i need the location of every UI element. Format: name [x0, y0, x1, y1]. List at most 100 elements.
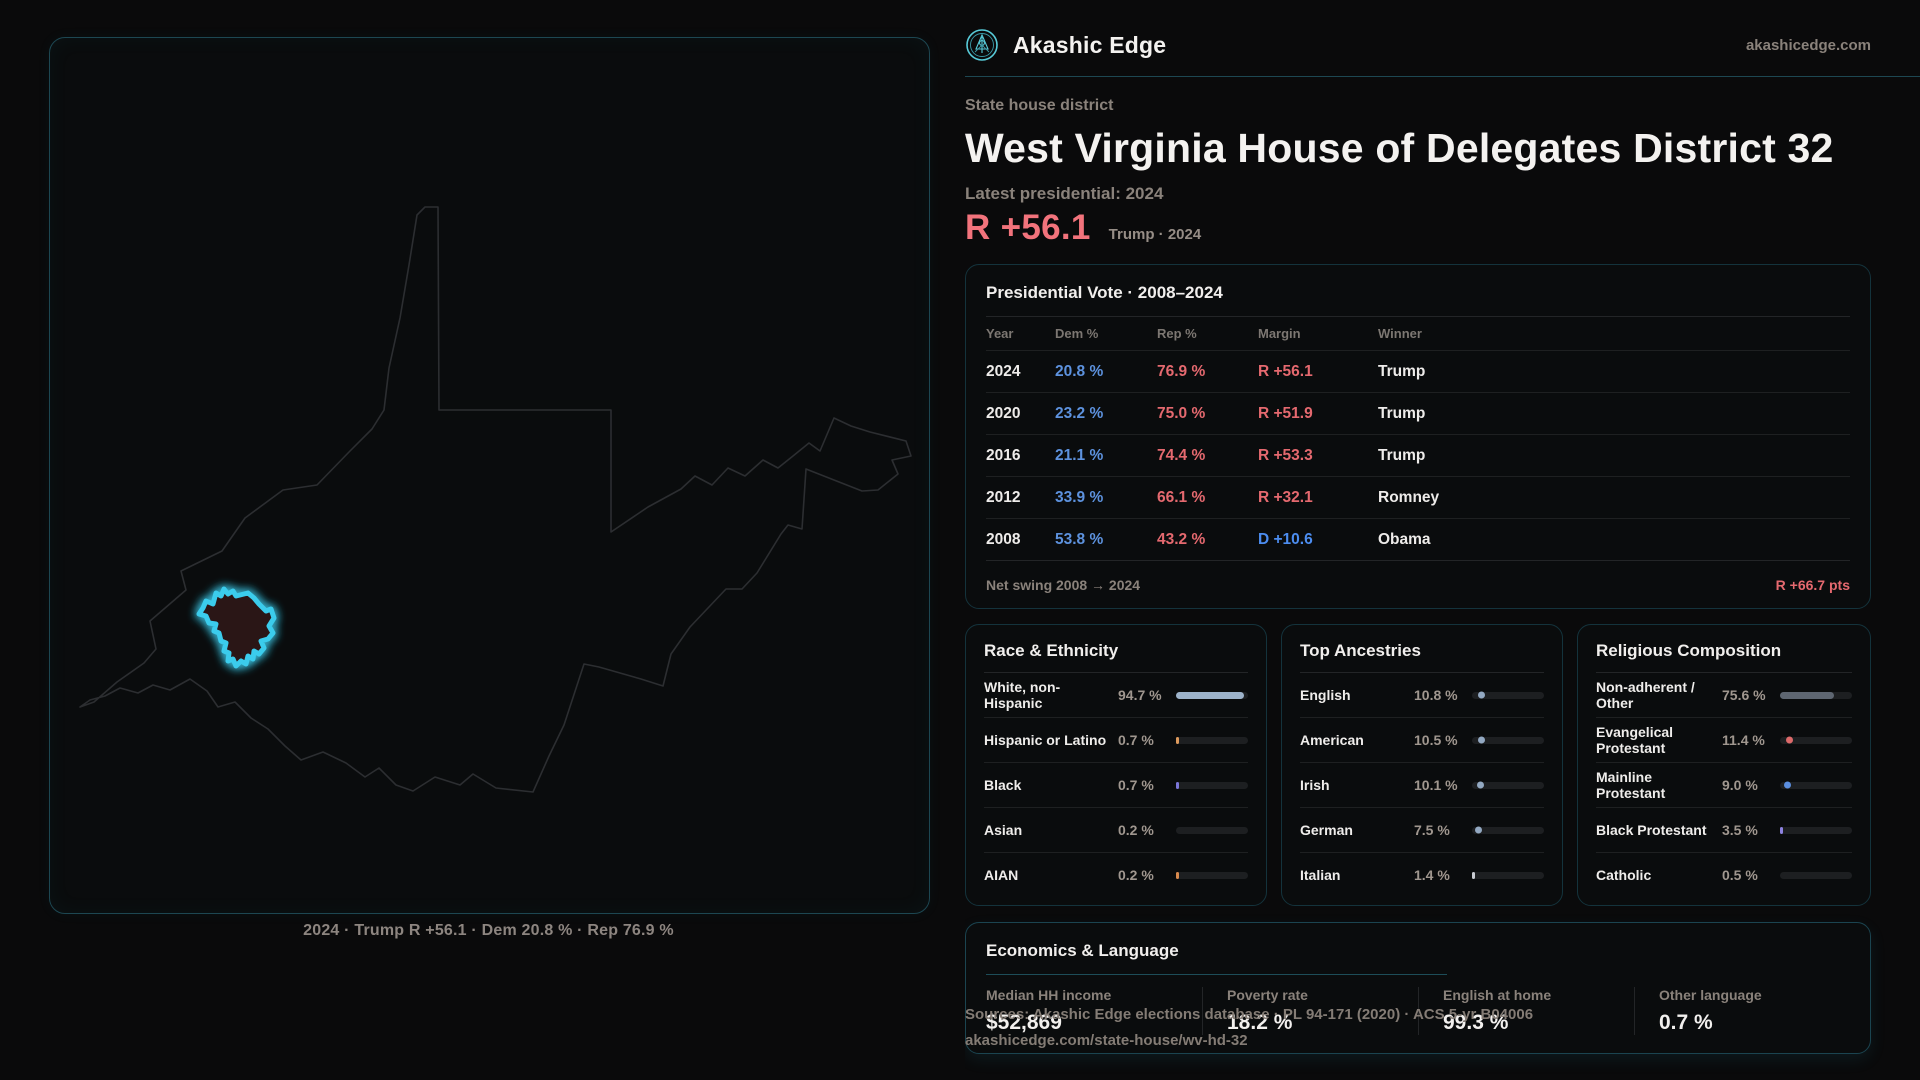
- stat-label: Other language: [1659, 987, 1762, 1004]
- detail-column: Akashic Edge akashicedge.com State house…: [965, 0, 1920, 1080]
- west-virginia-map: [79, 206, 912, 793]
- brand: Akashic Edge: [965, 28, 1166, 62]
- list-item: Black 0.7 %: [984, 762, 1248, 807]
- row-label: Catholic: [1596, 867, 1652, 884]
- margin-cell: R +51.9: [1258, 404, 1313, 422]
- stat-label: Median HH income: [986, 987, 1112, 1004]
- list-item: Evangelical Protestant 11.4 %: [1596, 717, 1852, 762]
- site-domain-link[interactable]: akashicedge.com: [1745, 36, 1871, 54]
- year-cell: 2020: [986, 404, 1021, 422]
- headline-margin-context: Trump · 2024: [1108, 226, 1202, 244]
- race-ethnicity-card: Race & Ethnicity White, non-Hispanic 94.…: [965, 624, 1267, 907]
- row-value: 10.8 %: [1414, 687, 1458, 704]
- ancestries-card-title: Top Ancestries: [1300, 641, 1421, 661]
- ancestry-bar: [1472, 691, 1544, 699]
- page-title: West Virginia House of Delegates Distric…: [965, 125, 1834, 171]
- winner-cell: Trump: [1378, 362, 1426, 380]
- stat-poverty-rate: Poverty rate 18.2 %: [1202, 987, 1418, 1036]
- list-item: Black Protestant 3.5 %: [1596, 807, 1852, 852]
- header-divider: [965, 76, 1920, 77]
- row-value: 0.7 %: [1118, 732, 1154, 749]
- net-swing-value: R +66.7 pts: [1775, 576, 1850, 593]
- dem-cell: 53.8 %: [1055, 530, 1104, 548]
- list-item: Mainline Protestant 9.0 %: [1596, 762, 1852, 807]
- religion-bar: [1780, 691, 1852, 699]
- row-value: 0.7 %: [1118, 777, 1154, 794]
- col-rep: Rep %: [1157, 326, 1197, 342]
- margin-cell: R +32.1: [1258, 488, 1313, 506]
- list-item: Non-adherent / Other 75.6 %: [1596, 673, 1852, 717]
- row-label: Non-adherent / Other: [1596, 679, 1695, 712]
- stat-other-language: Other language 0.7 %: [1634, 987, 1850, 1036]
- table-row: 2020 23.2 % 75.0 % R +51.9 Trump: [986, 392, 1850, 434]
- religion-bar: [1780, 781, 1852, 789]
- row-label: Asian: [984, 822, 1023, 839]
- col-margin: Margin: [1258, 326, 1301, 342]
- row-label: Hispanic or Latino: [984, 732, 1107, 749]
- religion-card-title: Religious Composition: [1596, 641, 1782, 661]
- col-year: Year: [986, 326, 1014, 342]
- list-item: Irish 10.1 %: [1300, 762, 1544, 807]
- stat-label: Poverty rate: [1227, 987, 1308, 1004]
- row-label: Black Protestant: [1596, 822, 1707, 839]
- top-ancestries-card: Top Ancestries English 10.8 % American 1…: [1281, 624, 1563, 907]
- race-bar: [1176, 691, 1248, 699]
- row-value: 0.2 %: [1118, 867, 1154, 884]
- stat-english-at-home: English at home 99.3 %: [1418, 987, 1634, 1036]
- highlighted-district-shape[interactable]: [196, 586, 277, 669]
- row-label: English: [1300, 687, 1351, 704]
- ancestry-bar: [1472, 826, 1544, 834]
- vote-table-header: Year Dem % Rep % Margin Winner: [986, 317, 1850, 350]
- district-map-panel: [49, 37, 930, 914]
- stat-label: English at home: [1443, 987, 1552, 1004]
- rep-cell: 76.9 %: [1157, 362, 1206, 380]
- list-item: German 7.5 %: [1300, 807, 1544, 852]
- winner-cell: Trump: [1378, 446, 1426, 464]
- akashic-edge-logo-icon: [966, 29, 998, 61]
- row-label: Black: [984, 777, 1022, 794]
- row-value: 1.4 %: [1414, 867, 1450, 884]
- state-outline: [79, 206, 912, 793]
- row-value: 3.5 %: [1722, 822, 1758, 839]
- site-header: Akashic Edge akashicedge.com: [965, 28, 1871, 62]
- margin-cell: R +53.3: [1258, 446, 1313, 464]
- row-value: 0.5 %: [1722, 867, 1758, 884]
- list-item: Catholic 0.5 %: [1596, 852, 1852, 897]
- race-bar: [1176, 871, 1248, 879]
- religion-bar: [1780, 871, 1852, 879]
- row-label: American: [1300, 732, 1364, 749]
- row-value: 0.2 %: [1118, 822, 1154, 839]
- year-cell: 2024: [986, 362, 1021, 380]
- stat-value: 18.2 %: [1227, 1011, 1293, 1035]
- dem-cell: 21.1 %: [1055, 446, 1104, 464]
- year-cell: 2016: [986, 446, 1021, 464]
- source-attribution: Sources: Akashic Edge elections database…: [965, 1002, 1533, 1055]
- ancestry-bar: [1472, 736, 1544, 744]
- year-cell: 2008: [986, 530, 1021, 548]
- list-item: English 10.8 %: [1300, 673, 1544, 717]
- stat-value: $52,869: [986, 1011, 1062, 1035]
- religion-bar: [1780, 736, 1852, 744]
- religion-bar: [1780, 826, 1852, 834]
- rep-cell: 43.2 %: [1157, 530, 1206, 548]
- row-label: White, non-Hispanic: [984, 679, 1061, 712]
- winner-cell: Trump: [1378, 404, 1426, 422]
- divider: [1300, 672, 1544, 674]
- dem-cell: 33.9 %: [1055, 488, 1104, 506]
- row-value: 94.7 %: [1118, 687, 1162, 704]
- map-caption: 2024 · Trump R +56.1 · Dem 20.8 % · Rep …: [303, 922, 674, 939]
- table-row: 2012 33.9 % 66.1 % R +32.1 Romney: [986, 476, 1850, 518]
- row-value: 75.6 %: [1722, 687, 1766, 704]
- row-value: 7.5 %: [1414, 822, 1450, 839]
- divider: [986, 316, 1850, 318]
- brand-name: Akashic Edge: [1013, 31, 1167, 58]
- rep-cell: 66.1 %: [1157, 488, 1206, 506]
- vote-card-title: Presidential Vote · 2008–2024: [986, 283, 1223, 303]
- kicker-label: State house district: [965, 97, 1114, 114]
- source-permalink[interactable]: akashicedge.com/state-house/wv-hd-32: [965, 1032, 1248, 1050]
- row-label: Mainline Protestant: [1596, 769, 1666, 802]
- table-row: 2008 53.8 % 43.2 % D +10.6 Obama: [986, 518, 1850, 560]
- row-label: AIAN: [984, 867, 1019, 884]
- list-item: Asian 0.2 %: [984, 807, 1248, 852]
- race-bar: [1176, 736, 1248, 744]
